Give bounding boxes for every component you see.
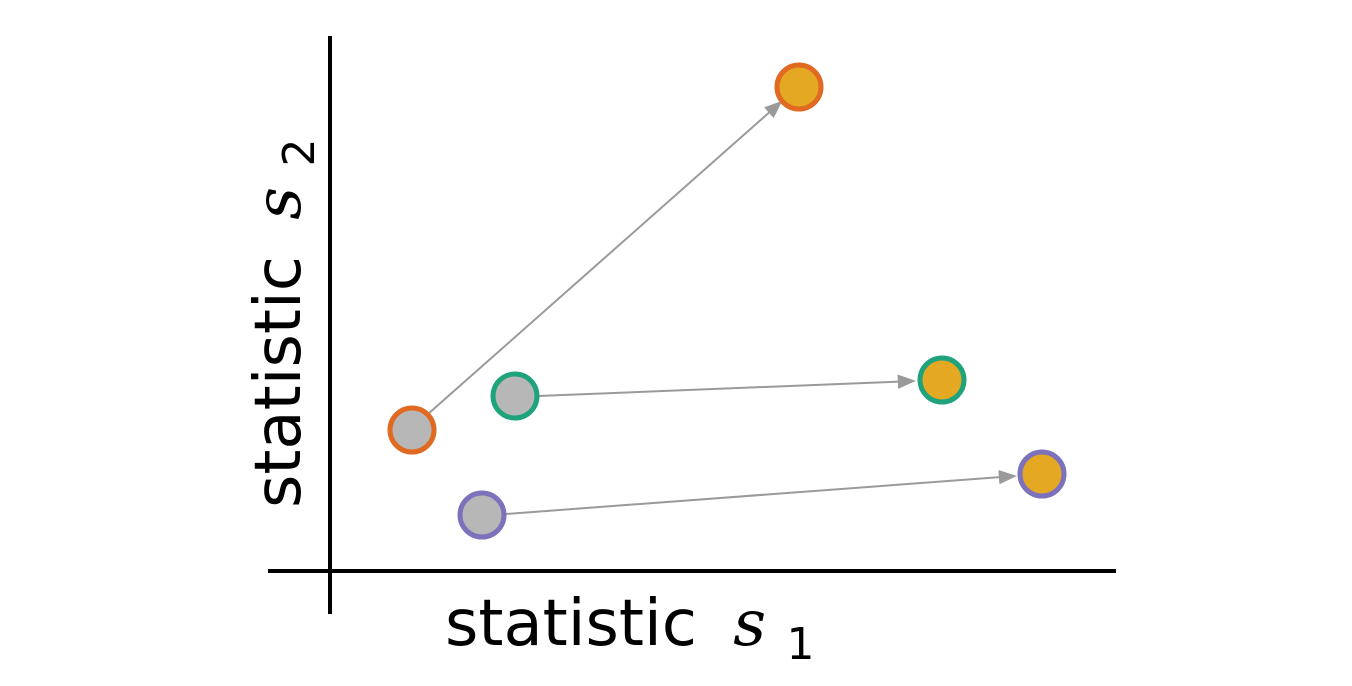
- x-axis-label-word: statistic: [445, 587, 697, 661]
- end-point-green: [917, 355, 967, 405]
- y-axis-label-subscript: 2: [274, 139, 325, 167]
- start-point-green: [490, 371, 540, 421]
- start-point-orange: [387, 405, 437, 455]
- y-axis-label: statistic s 2: [242, 139, 325, 508]
- end-point-orange: [774, 62, 824, 112]
- x-axis-label-subscript: 1: [786, 619, 814, 670]
- end-points: [774, 62, 1067, 499]
- y-axis-label-word: statistic: [242, 256, 316, 508]
- y-axis-label-symbol: s: [242, 187, 316, 220]
- arrow-green: [537, 374, 916, 397]
- end-point-purple: [1017, 449, 1067, 499]
- start-points: [387, 371, 540, 540]
- x-axis-label: statistic s 1: [445, 587, 814, 670]
- x-axis-label-symbol: s: [733, 587, 766, 661]
- start-point-purple: [457, 490, 507, 540]
- arrow-purple: [505, 470, 1017, 515]
- arrows: [427, 100, 1017, 515]
- arrow-orange: [427, 100, 783, 415]
